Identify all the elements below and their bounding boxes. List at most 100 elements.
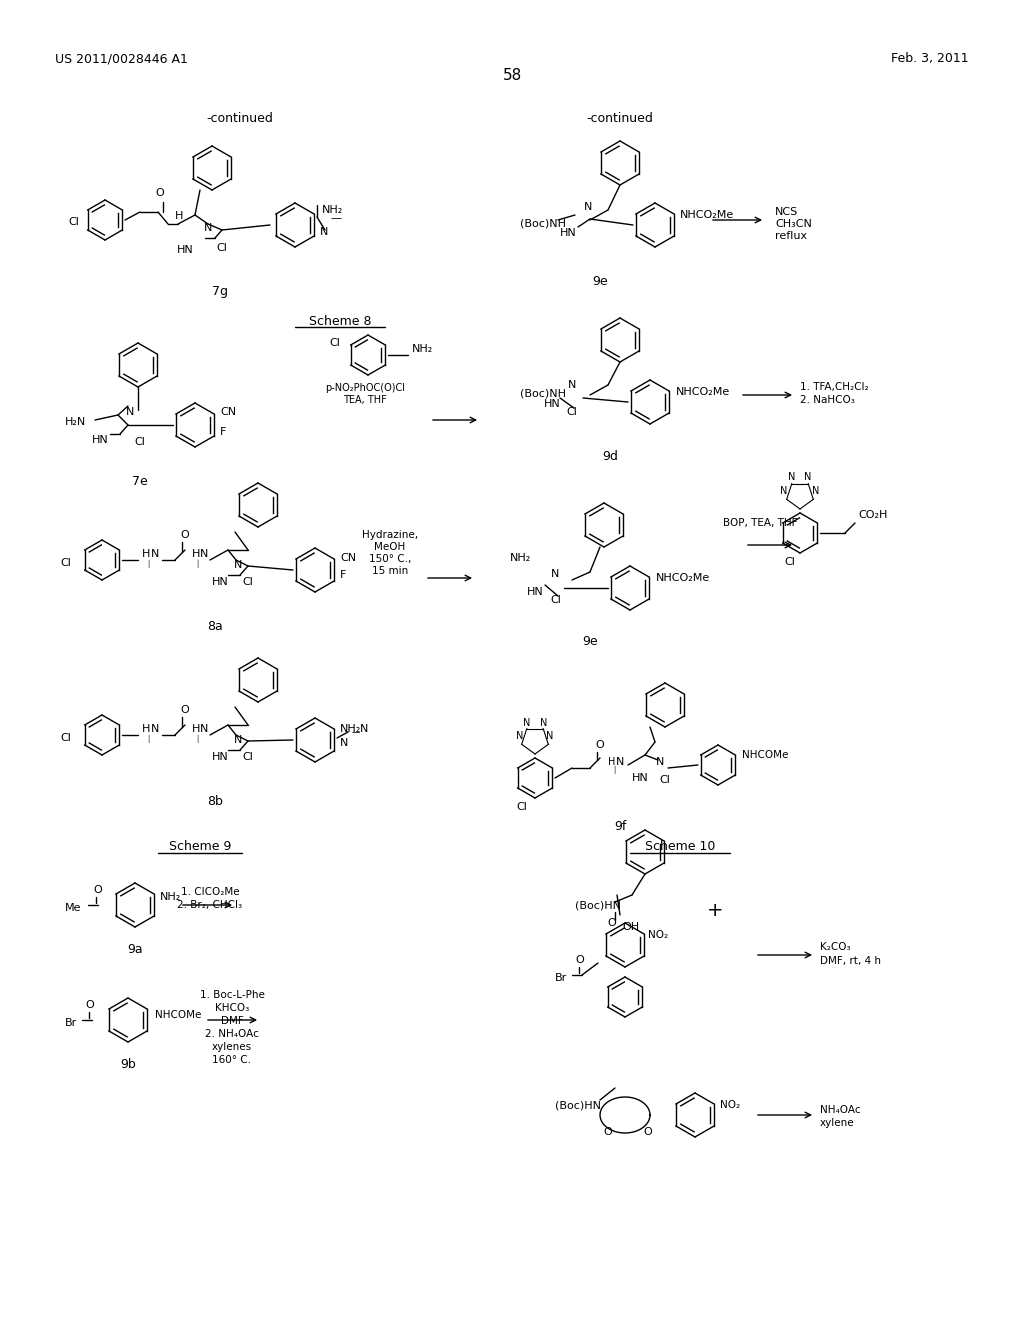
Text: 9f: 9f bbox=[613, 820, 627, 833]
Text: +: + bbox=[707, 900, 723, 920]
Text: NH₄OAc: NH₄OAc bbox=[820, 1105, 860, 1115]
Text: Scheme 9: Scheme 9 bbox=[169, 840, 231, 853]
Text: 160° C.: 160° C. bbox=[213, 1055, 252, 1065]
Text: Cl: Cl bbox=[784, 557, 796, 568]
Text: 9a: 9a bbox=[127, 942, 142, 956]
Text: 15 min: 15 min bbox=[372, 566, 409, 576]
Text: 1. ClCO₂Me: 1. ClCO₂Me bbox=[180, 887, 240, 898]
Text: NO₂: NO₂ bbox=[720, 1100, 740, 1110]
Text: N: N bbox=[151, 723, 159, 734]
Text: N: N bbox=[200, 723, 208, 734]
Text: NHCO₂Me: NHCO₂Me bbox=[656, 573, 711, 583]
Text: NH₂: NH₂ bbox=[510, 553, 531, 564]
Text: HN: HN bbox=[176, 246, 194, 255]
Text: N: N bbox=[360, 723, 369, 734]
Text: Cl: Cl bbox=[216, 243, 227, 253]
Text: F: F bbox=[220, 426, 226, 437]
Text: N: N bbox=[200, 549, 208, 558]
Text: NCS: NCS bbox=[775, 207, 799, 216]
Text: 9e: 9e bbox=[583, 635, 598, 648]
Text: HN: HN bbox=[632, 774, 648, 783]
Text: H₂N: H₂N bbox=[65, 417, 86, 426]
Text: (Boc)NH: (Boc)NH bbox=[520, 388, 566, 399]
Text: US 2011/0028446 A1: US 2011/0028446 A1 bbox=[55, 51, 187, 65]
Text: 2. Br₂, CHCl₃: 2. Br₂, CHCl₃ bbox=[177, 900, 243, 909]
Text: Hydrazine,: Hydrazine, bbox=[361, 531, 418, 540]
Text: Cl: Cl bbox=[329, 338, 340, 348]
Text: 8b: 8b bbox=[207, 795, 223, 808]
Text: Br: Br bbox=[65, 1018, 77, 1028]
Text: Cl: Cl bbox=[243, 577, 253, 587]
Text: N: N bbox=[126, 407, 134, 417]
Text: Cl: Cl bbox=[516, 803, 527, 812]
Text: DMF: DMF bbox=[220, 1016, 244, 1026]
Text: 9d: 9d bbox=[602, 450, 617, 463]
Text: O: O bbox=[644, 1127, 652, 1137]
Text: TEA, THF: TEA, THF bbox=[343, 395, 387, 405]
Text: Cl: Cl bbox=[551, 595, 561, 605]
Text: N: N bbox=[584, 202, 592, 213]
Text: O: O bbox=[575, 954, 585, 965]
Text: Scheme 10: Scheme 10 bbox=[645, 840, 715, 853]
Text: 1. Boc-L-Phe: 1. Boc-L-Phe bbox=[200, 990, 264, 1001]
Text: │: │ bbox=[145, 735, 151, 743]
Text: O: O bbox=[607, 917, 616, 928]
Text: Feb. 3, 2011: Feb. 3, 2011 bbox=[891, 51, 969, 65]
Text: N: N bbox=[319, 227, 329, 238]
Text: N: N bbox=[151, 549, 159, 558]
Text: xylenes: xylenes bbox=[212, 1041, 252, 1052]
Text: O: O bbox=[180, 705, 189, 715]
Text: xylene: xylene bbox=[820, 1118, 855, 1129]
Text: 9b: 9b bbox=[120, 1059, 136, 1071]
Text: NH₂: NH₂ bbox=[412, 345, 433, 354]
Text: DMF, rt, 4 h: DMF, rt, 4 h bbox=[820, 956, 881, 966]
Text: Scheme 8: Scheme 8 bbox=[309, 315, 372, 327]
Text: OH: OH bbox=[622, 921, 639, 932]
Text: N: N bbox=[233, 560, 243, 570]
Text: Me: Me bbox=[65, 903, 82, 913]
Text: N: N bbox=[340, 738, 348, 748]
Text: KHCO₃: KHCO₃ bbox=[215, 1003, 249, 1012]
Text: HN: HN bbox=[560, 228, 577, 238]
Text: N: N bbox=[780, 486, 787, 496]
Text: CH₃CN: CH₃CN bbox=[775, 219, 812, 228]
Text: NH₂: NH₂ bbox=[160, 892, 181, 902]
Text: O: O bbox=[180, 531, 189, 540]
Text: Cl: Cl bbox=[659, 775, 671, 785]
Text: H: H bbox=[142, 723, 151, 734]
Text: K₂CO₃: K₂CO₃ bbox=[820, 942, 851, 952]
Text: HN: HN bbox=[526, 587, 544, 597]
Text: NHCO₂Me: NHCO₂Me bbox=[676, 387, 730, 397]
Text: N: N bbox=[516, 731, 523, 741]
Text: N: N bbox=[804, 473, 812, 482]
Text: O: O bbox=[156, 187, 165, 198]
Text: HN: HN bbox=[212, 752, 228, 762]
Text: NHCO₂Me: NHCO₂Me bbox=[680, 210, 734, 220]
Text: O: O bbox=[86, 1001, 94, 1010]
Text: (Boc)HN: (Boc)HN bbox=[575, 900, 621, 909]
Text: BOP, TEA, THF: BOP, TEA, THF bbox=[723, 517, 798, 528]
Text: 2. NaHCO₃: 2. NaHCO₃ bbox=[800, 395, 855, 405]
Text: N: N bbox=[615, 756, 625, 767]
Text: O: O bbox=[596, 741, 604, 750]
Text: │: │ bbox=[195, 735, 199, 743]
Text: 7g: 7g bbox=[212, 285, 228, 298]
Text: N: N bbox=[812, 486, 819, 496]
Text: N: N bbox=[655, 756, 665, 767]
Text: —: — bbox=[352, 729, 360, 738]
Text: NHCOMe: NHCOMe bbox=[742, 750, 788, 760]
Text: O: O bbox=[603, 1127, 612, 1137]
Text: p-NO₂PhOC(O)Cl: p-NO₂PhOC(O)Cl bbox=[325, 383, 406, 393]
Text: │: │ bbox=[612, 766, 616, 774]
Text: N: N bbox=[541, 718, 548, 729]
Text: Cl: Cl bbox=[60, 733, 71, 743]
Text: N: N bbox=[547, 731, 554, 741]
Text: (Boc)HN: (Boc)HN bbox=[555, 1100, 601, 1110]
Text: HN: HN bbox=[212, 577, 228, 587]
Text: │: │ bbox=[145, 560, 151, 568]
Text: HN: HN bbox=[91, 436, 109, 445]
Text: Cl: Cl bbox=[68, 216, 79, 227]
Text: Cl: Cl bbox=[60, 558, 71, 568]
Text: CO₂H: CO₂H bbox=[858, 510, 888, 520]
Text: NH₂: NH₂ bbox=[322, 205, 343, 215]
